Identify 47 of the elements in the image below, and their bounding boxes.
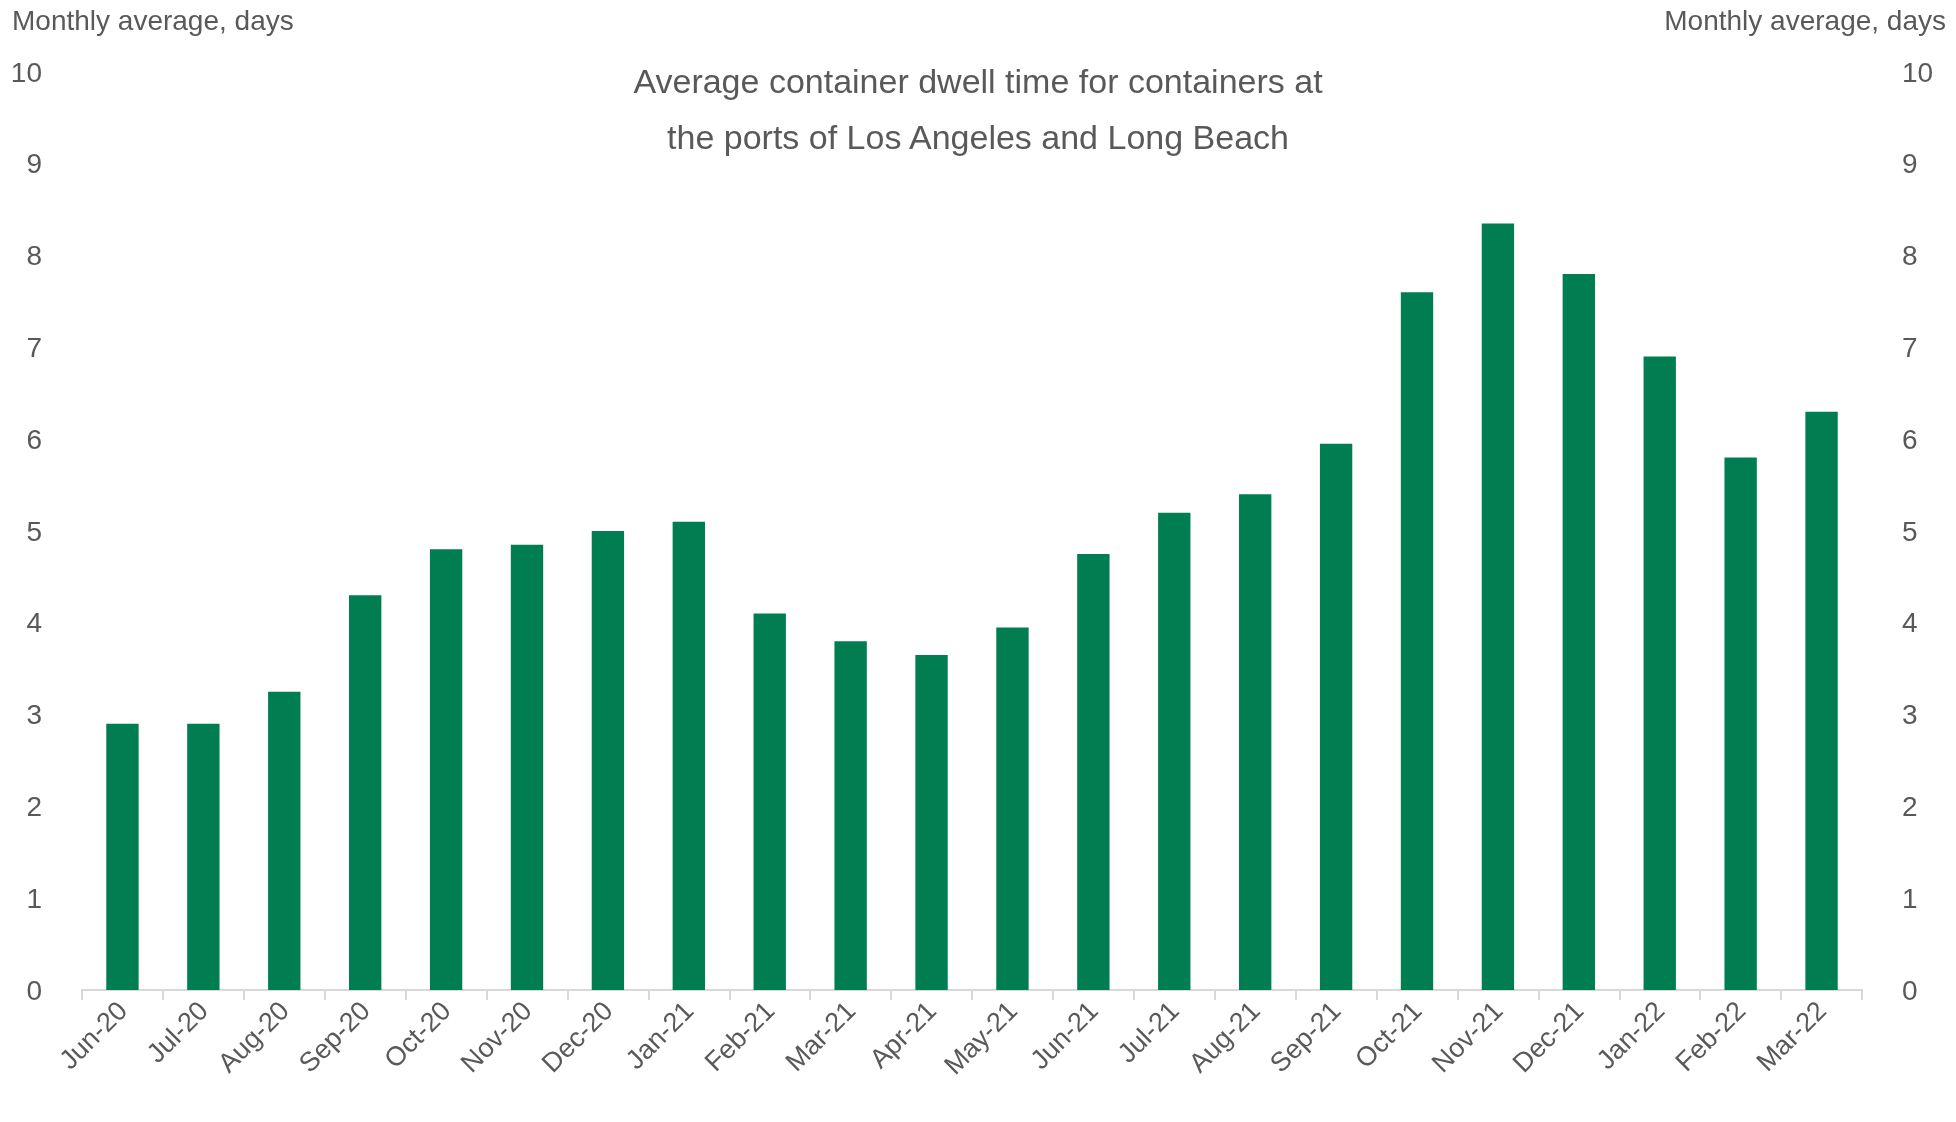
bar bbox=[1643, 356, 1676, 990]
bar bbox=[1319, 443, 1353, 990]
bar bbox=[1724, 457, 1757, 990]
y-tick-label: 6 bbox=[26, 423, 42, 455]
y2-tick-label: 1 bbox=[1902, 882, 1918, 914]
y-tick-label: 4 bbox=[26, 607, 42, 639]
bar bbox=[1805, 411, 1838, 990]
bar bbox=[672, 521, 705, 990]
bar bbox=[996, 627, 1029, 990]
bar bbox=[915, 654, 948, 990]
y2-tick-label: 4 bbox=[1902, 607, 1918, 639]
y-tick-label: 3 bbox=[26, 699, 42, 731]
text: Average container dwell time for containers at the ports of Los Angeles and Long Beach bbox=[633, 62, 1324, 156]
y-tick-label: 9 bbox=[26, 148, 42, 180]
bar bbox=[106, 723, 139, 990]
y2-tick-label: 2 bbox=[1902, 790, 1918, 822]
bar bbox=[1239, 494, 1272, 990]
y-tick-label: 1 bbox=[26, 882, 42, 914]
y-tick-label: 5 bbox=[26, 515, 42, 547]
y2-tick-label: 8 bbox=[1902, 240, 1918, 272]
y2-axis-title: Monthly average, days bbox=[1664, 4, 1947, 36]
bar bbox=[753, 613, 786, 990]
y2-tick-label: 3 bbox=[1902, 699, 1918, 731]
y2-tick-label: 6 bbox=[1902, 423, 1918, 455]
bar bbox=[1077, 553, 1110, 990]
y2-tick-label: 7 bbox=[1902, 331, 1918, 363]
bar bbox=[1400, 292, 1434, 990]
bar bbox=[510, 544, 544, 990]
bar bbox=[1158, 512, 1191, 990]
bar bbox=[834, 641, 867, 990]
y-axis-title: Monthly average, days bbox=[12, 4, 294, 36]
y2-tick-label: 10 bbox=[1902, 56, 1934, 88]
bar bbox=[1562, 273, 1595, 990]
bar bbox=[187, 723, 220, 990]
bar bbox=[349, 595, 382, 990]
y2-tick-label: 0 bbox=[1902, 974, 1918, 1006]
y2-tick-label: 5 bbox=[1902, 515, 1918, 547]
bar bbox=[591, 531, 625, 990]
y-tick-label: 8 bbox=[26, 240, 42, 272]
bar bbox=[429, 549, 463, 990]
y-tick-label: 0 bbox=[26, 974, 42, 1006]
y-tick-label: 2 bbox=[26, 790, 42, 822]
y-tick-label: 10 bbox=[10, 56, 42, 88]
bar bbox=[268, 691, 301, 990]
bar bbox=[1481, 223, 1515, 990]
y2-tick-label: 9 bbox=[1902, 148, 1918, 180]
y-tick-label: 7 bbox=[26, 331, 42, 363]
